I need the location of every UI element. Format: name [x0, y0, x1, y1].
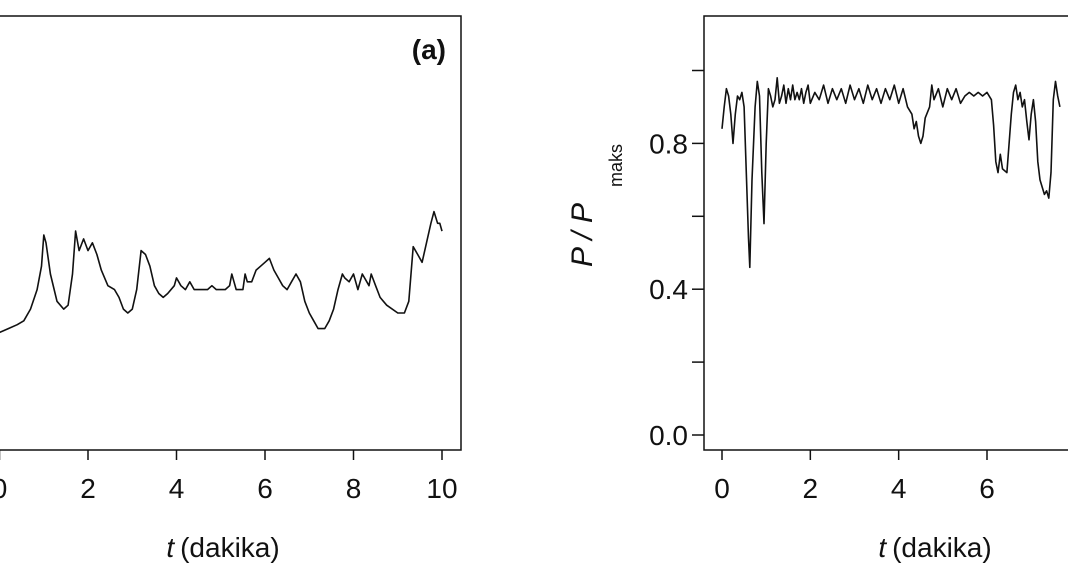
x-axis-var-a: t: [166, 532, 175, 563]
x-axis-label-b: t (dakika): [878, 532, 991, 563]
x-tick-label: 0: [714, 473, 730, 504]
x-axis-ticks-b: 0 2 4 6: [714, 450, 995, 504]
x-tick-label: 4: [169, 473, 185, 504]
plot-frame-a: [0, 15, 462, 451]
x-tick-label: 10: [426, 473, 457, 504]
x-tick-label: 6: [257, 473, 273, 504]
chart-panel-a: (a) 0 2 4 6 8 10 t(dakika): [0, 15, 462, 563]
chart-panel-b: 0 2 4 6 0.0 0.4 0.8 t (dakika) P / P maks: [566, 15, 1068, 563]
plot-frame-b: [703, 15, 1068, 451]
x-axis-unit-b: (dakika): [892, 532, 992, 563]
series-line-b: [721, 77, 1061, 269]
x-axis-var-b: t: [878, 532, 887, 563]
x-tick-label: 4: [891, 473, 907, 504]
x-axis-unit-a: (dakika): [180, 532, 280, 563]
y-tick-label: 0.0: [649, 420, 688, 451]
x-tick-label: 0: [0, 473, 7, 504]
x-axis-label-a: t (dakika): [166, 532, 279, 563]
x-tick-label: 6: [979, 473, 995, 504]
x-tick-label: 2: [803, 473, 819, 504]
y-axis-ticks-b: 0.0 0.4 0.8: [649, 69, 704, 451]
y-axis-label-sub-b: maks: [606, 144, 626, 187]
panel-label-a: (a): [412, 34, 446, 65]
x-tick-label: 2: [80, 473, 96, 504]
y-axis-label-b: P / P maks: [566, 144, 626, 267]
series-line-a: [0, 210, 443, 334]
x-tick-label: 8: [346, 473, 362, 504]
y-axis-label-main-b: P / P: [566, 203, 599, 267]
y-tick-label: 0.4: [649, 274, 688, 305]
x-axis-ticks-a: 0 2 4 6 8 10: [0, 450, 458, 504]
y-tick-label: 0.8: [649, 128, 688, 159]
